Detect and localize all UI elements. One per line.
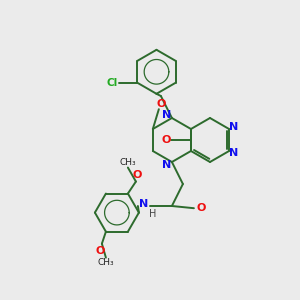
Text: CH₃: CH₃ [98,258,114,267]
Text: N: N [139,199,148,209]
Text: Cl: Cl [106,78,117,88]
Text: O: O [95,246,105,256]
Text: N: N [162,110,172,120]
Text: N: N [162,160,172,170]
Text: CH₃: CH₃ [120,158,136,167]
Text: N: N [230,148,239,158]
Text: N: N [230,122,239,132]
Text: O: O [161,135,171,145]
Text: O: O [132,169,142,179]
Text: O: O [156,99,166,109]
Text: H: H [149,209,157,219]
Text: O: O [196,203,206,213]
